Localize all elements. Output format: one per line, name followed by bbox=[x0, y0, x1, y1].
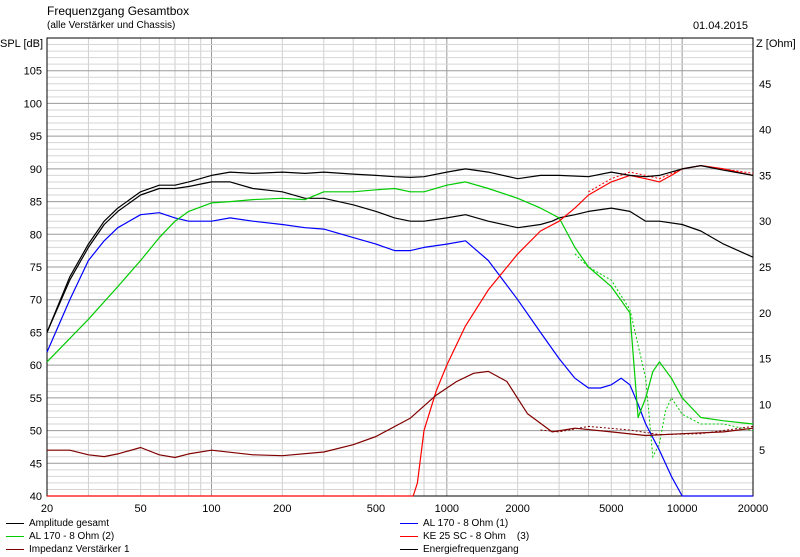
series-line bbox=[46, 181, 754, 333]
y-right-tick-label: 5 bbox=[759, 445, 765, 457]
y-axis-left-ticks: 40 45 50 55 60 65 70 75 80 85 90 95 100 105 bbox=[24, 66, 42, 503]
legend-label: AL 170 - 8 Ohm (1) bbox=[423, 517, 509, 529]
x-tick-label: 200 bbox=[273, 503, 291, 515]
y-left-tick-label: 100 bbox=[24, 98, 42, 110]
y-right-tick-label: 45 bbox=[759, 79, 771, 91]
series-dotted-line bbox=[588, 165, 754, 193]
y-right-tick-label: 35 bbox=[759, 170, 771, 182]
x-tick-label: 100 bbox=[202, 503, 220, 515]
legend-label: Energiefrequenzgang bbox=[423, 543, 519, 555]
legend-label: KE 25 SC - 8 Ohm (3) bbox=[423, 530, 530, 542]
series-dotted-line bbox=[574, 253, 754, 459]
y-left-tick-label: 90 bbox=[30, 164, 42, 176]
legend-swatch bbox=[6, 522, 24, 524]
legend-item-energiefrequenzgang: Energiefrequenzgang bbox=[400, 542, 519, 556]
y-right-tick-label: 40 bbox=[759, 125, 771, 137]
y-left-tick-label: 40 bbox=[30, 491, 42, 503]
y-left-tick-label: 80 bbox=[30, 229, 42, 241]
x-tick-label: 10000 bbox=[667, 503, 698, 515]
x-tick-label: 1000 bbox=[435, 503, 459, 515]
legend-label: Impedanz Verstärker 1 bbox=[29, 543, 130, 555]
legend-swatch bbox=[400, 548, 418, 550]
x-tick-label: 500 bbox=[367, 503, 385, 515]
y-left-tick-label: 65 bbox=[30, 327, 42, 339]
series-line bbox=[46, 181, 754, 425]
y-axis-left-label: SPL [dB] bbox=[0, 38, 44, 50]
series-line bbox=[46, 165, 754, 333]
y-left-tick-label: 60 bbox=[30, 360, 42, 372]
x-tick-label: 20 bbox=[41, 503, 53, 515]
y-left-tick-label: 55 bbox=[30, 393, 42, 405]
y-left-tick-label: 75 bbox=[30, 262, 42, 274]
legend-item-ke25sc-3: KE 25 SC - 8 Ohm (3) bbox=[400, 529, 529, 543]
y-left-tick-label: 70 bbox=[30, 295, 42, 307]
legend-swatch bbox=[6, 535, 24, 537]
y-right-tick-label: 10 bbox=[759, 399, 771, 411]
y-left-tick-label: 105 bbox=[24, 66, 42, 78]
series-line bbox=[47, 165, 754, 497]
x-tick-label: 2000 bbox=[505, 503, 529, 515]
y-axis-right-label: Z [Ohm] bbox=[756, 38, 796, 50]
legend-swatch bbox=[6, 548, 24, 550]
x-tick-label: 5000 bbox=[599, 503, 623, 515]
x-tick-label: 20000 bbox=[738, 503, 769, 515]
legend-swatch bbox=[400, 535, 418, 537]
y-left-tick-label: 85 bbox=[30, 197, 42, 209]
legend-item-amplitude-gesamt: Amplitude gesamt bbox=[6, 516, 109, 530]
series-group bbox=[46, 165, 754, 497]
x-axis-ticks: 20 50 100 200 500 1000 2000 5000 10000 20000 bbox=[41, 503, 768, 515]
y-right-tick-label: 30 bbox=[759, 216, 771, 228]
series-line bbox=[47, 370, 754, 459]
y-left-tick-label: 95 bbox=[30, 131, 42, 143]
y-left-tick-label: 45 bbox=[30, 458, 42, 470]
y-axis-right-ticks: 5 10 15 20 25 30 35 40 45 bbox=[759, 79, 771, 457]
legend-swatch bbox=[400, 522, 418, 524]
legend-item-al170-2: AL 170 - 8 Ohm (2) bbox=[6, 529, 114, 543]
legend-item-impedanz: Impedanz Verstärker 1 bbox=[6, 542, 130, 556]
series-dotted-line bbox=[540, 425, 754, 436]
y-right-tick-label: 15 bbox=[759, 354, 771, 366]
x-tick-label: 50 bbox=[135, 503, 147, 515]
series-line bbox=[46, 212, 753, 497]
y-right-tick-label: 25 bbox=[759, 262, 771, 274]
y-right-tick-label: 20 bbox=[759, 308, 771, 320]
chart-subtitle: (alle Verstärker und Chassis) bbox=[47, 20, 176, 31]
y-left-tick-label: 50 bbox=[30, 426, 42, 438]
chart-title: Frequenzgang Gesamtbox bbox=[47, 4, 190, 18]
chart-grid bbox=[47, 38, 753, 496]
legend-label: AL 170 - 8 Ohm (2) bbox=[29, 530, 115, 542]
legend-label: Amplitude gesamt bbox=[29, 517, 110, 529]
chart-date: 01.04.2015 bbox=[692, 20, 748, 32]
legend-item-al170-1: AL 170 - 8 Ohm (1) bbox=[400, 516, 508, 530]
